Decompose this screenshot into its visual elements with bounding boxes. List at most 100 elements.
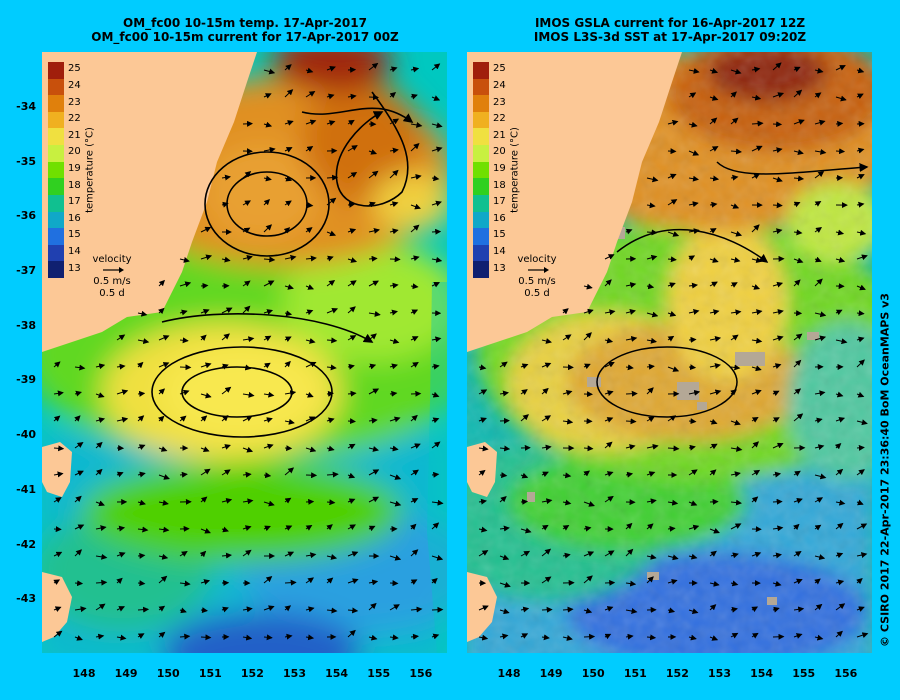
velocity-arrow <box>856 499 864 506</box>
colorbar-swatch <box>48 111 64 129</box>
velocity-arrow <box>709 580 720 587</box>
velocity-arrow <box>263 500 275 507</box>
velocity-arrow <box>389 474 402 480</box>
velocity-arrow <box>709 309 720 316</box>
velocity-arrow <box>158 388 166 395</box>
velocity-arrow <box>74 580 84 587</box>
velocity-arrow <box>326 445 335 452</box>
velocity-arrow <box>116 389 129 396</box>
velocity-arrow <box>688 634 697 641</box>
velocity-arrow <box>772 281 784 288</box>
velocity-arrow <box>242 415 253 422</box>
velocity-arrow <box>263 309 274 315</box>
velocity-arrow <box>221 469 231 476</box>
velocity-arrow <box>646 576 654 584</box>
velocity-arrow <box>814 497 824 503</box>
velocity-arrow <box>835 603 846 611</box>
left-x-tick-label: 151 <box>198 667 222 680</box>
velocity-arrow <box>200 446 210 452</box>
velocity-arrow <box>221 333 230 341</box>
velocity-arrow <box>116 606 126 612</box>
velocity-arrow <box>604 550 615 557</box>
velocity-arrow <box>772 442 784 449</box>
velocity-arrow <box>95 553 108 560</box>
velocity-arrow <box>410 443 421 449</box>
velocity-arrow <box>667 119 679 126</box>
velocity-arrow <box>688 389 701 396</box>
colorbar-swatch <box>48 261 64 279</box>
velocity-arrow <box>835 552 844 559</box>
velocity-arrow <box>137 444 146 450</box>
velocity-arrow <box>284 605 292 612</box>
velocity-arrow <box>158 605 166 612</box>
y-tick-label: -35 <box>16 155 36 168</box>
velocity-arrow <box>562 606 574 613</box>
velocity-arrow <box>793 413 804 422</box>
velocity-arrow <box>53 551 63 558</box>
velocity-arrow <box>74 415 81 422</box>
velocity-arrow <box>772 147 783 154</box>
velocity-arrow <box>772 176 783 183</box>
velocity-arrow <box>221 174 231 181</box>
velocity-arrow <box>793 149 804 155</box>
velocity-arrow <box>410 361 419 368</box>
velocity-arrow <box>667 525 676 532</box>
velocity-arrow <box>730 471 741 478</box>
right-velocity-field <box>478 62 869 641</box>
velocity-arrow <box>478 634 489 641</box>
colorbar-swatch <box>473 194 489 213</box>
colorbar-swatch <box>48 62 64 80</box>
velocity-arrow <box>305 284 315 290</box>
velocity-arrow <box>431 95 441 101</box>
velocity-arrow <box>667 445 680 452</box>
velocity-arrow <box>179 551 188 557</box>
velocity-arrow <box>284 467 295 476</box>
velocity-arrow <box>431 606 444 613</box>
velocity-arrow <box>835 95 847 102</box>
velocity-arrow <box>347 306 356 314</box>
velocity-arrow <box>242 280 251 287</box>
velocity-arrow <box>604 254 615 260</box>
velocity-arrow <box>263 68 276 75</box>
colorbar-swatch <box>48 228 64 246</box>
velocity-arrow <box>284 120 294 126</box>
velocity-arrow <box>751 145 763 152</box>
velocity-arrow <box>200 634 212 641</box>
velocity-arrow <box>389 309 398 316</box>
velocity-arrow <box>520 363 529 370</box>
velocity-arrow <box>263 391 275 398</box>
colorbar-swatch <box>473 145 489 163</box>
velocity-arrow <box>74 524 85 530</box>
velocity-arrow <box>158 446 168 452</box>
velocity-arrow <box>284 360 291 368</box>
velocity-arrow <box>856 578 863 585</box>
velocity-arrow <box>263 362 271 369</box>
velocity-arrow <box>200 392 212 399</box>
velocity-arrow <box>242 227 251 234</box>
velocity-arrow <box>263 605 275 612</box>
velocity-arrow <box>730 334 739 341</box>
velocity-arrow <box>625 471 634 478</box>
velocity-arrow <box>53 415 61 422</box>
velocity-arrow <box>284 200 292 207</box>
velocity-arrow <box>368 634 378 641</box>
velocity-arrow <box>389 416 401 423</box>
colorbar-swatch <box>48 161 64 179</box>
credit-text: © CSIRO 2017 22-Apr-2017 23:36:40 BoM Oc… <box>878 293 892 647</box>
velocity-arrow <box>604 495 614 503</box>
velocity-arrow <box>688 68 700 74</box>
colorbar-swatch <box>473 261 489 279</box>
colorbar-swatch <box>48 145 64 163</box>
velocity-arrow <box>347 524 356 530</box>
velocity-arrow <box>347 335 357 341</box>
velocity-arrow <box>305 119 317 126</box>
velocity-arrow <box>835 257 846 263</box>
velocity-title: velocity <box>92 254 132 265</box>
velocity-arrow <box>95 633 105 640</box>
velocity-arrow <box>688 500 698 506</box>
velocity-arrow <box>200 282 209 289</box>
velocity-arrow <box>389 500 402 507</box>
velocity-arrow <box>263 146 276 153</box>
colorbar-label: 23 <box>68 96 81 108</box>
velocity-arrow <box>856 632 869 639</box>
